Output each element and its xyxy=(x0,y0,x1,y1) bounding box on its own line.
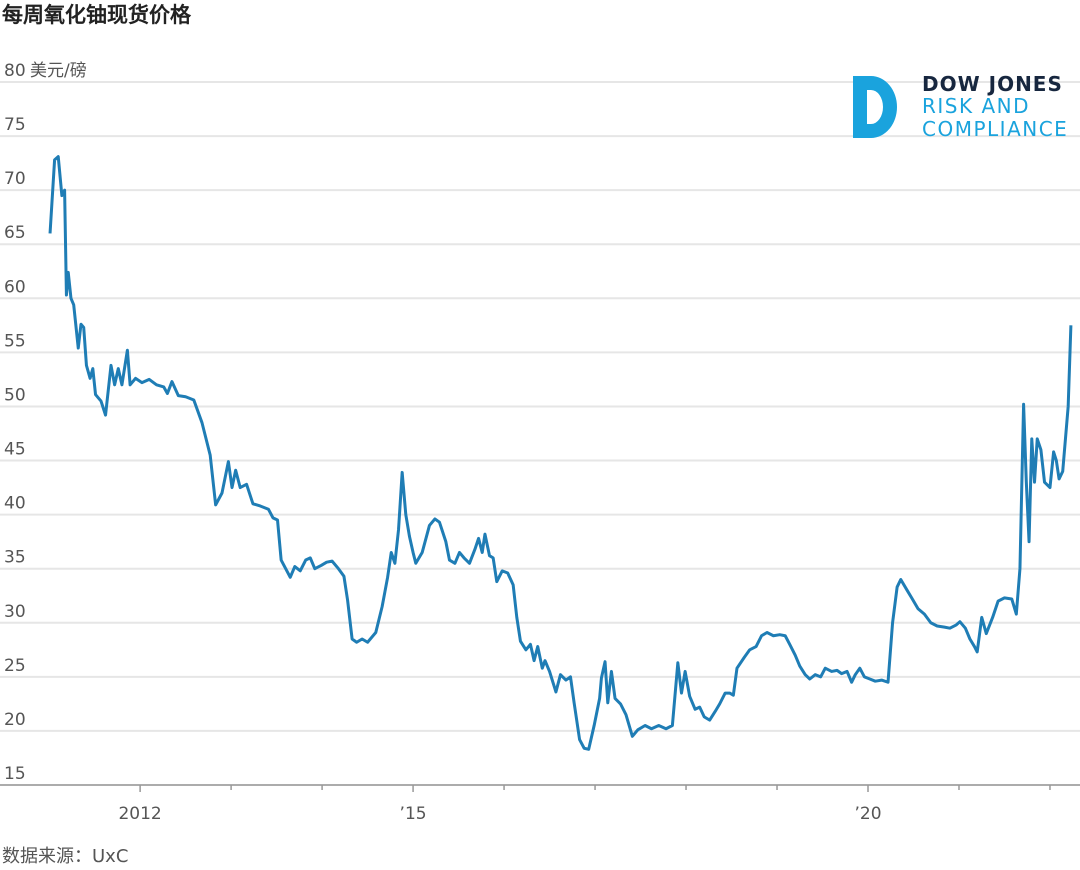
logo: DOW JONES RISK AND COMPLIANCE xyxy=(853,72,1068,141)
y-tick-label: 60 xyxy=(4,277,26,297)
y-tick-label: 25 xyxy=(4,656,26,676)
plot-area: 15 20 25 30 35 40 45 50 55 60 65 70 75 80 美元/磅 2012 ’15 ’… xyxy=(0,61,1080,824)
logo-text: RISK AND xyxy=(922,94,1030,118)
x-tick-label: 2012 xyxy=(118,804,161,824)
logo-icon xyxy=(853,76,897,138)
y-tick-label: 40 xyxy=(4,494,26,514)
logo-text: COMPLIANCE xyxy=(922,117,1068,141)
y-tick-label: 15 xyxy=(4,764,26,784)
source-note: 数据来源：UxC xyxy=(2,846,128,867)
chart-title: 每周氧化铀现货价格 xyxy=(2,3,192,27)
y-tick-label: 20 xyxy=(4,710,26,730)
y-tick-label: 65 xyxy=(4,223,26,243)
logo-text: DOW JONES xyxy=(922,72,1063,96)
x-tick-label: ’15 xyxy=(400,804,427,824)
y-tick-label: 75 xyxy=(4,115,26,135)
y-tick-label: 50 xyxy=(4,385,26,405)
x-tick-label: ’20 xyxy=(854,804,881,824)
price-line xyxy=(48,155,1073,751)
y-tick-label: 80 xyxy=(4,61,26,81)
y-tick-label: 55 xyxy=(4,331,26,351)
y-axis-unit: 美元/磅 xyxy=(30,61,87,81)
y-tick-label: 45 xyxy=(4,440,26,460)
y-tick-label: 30 xyxy=(4,602,26,622)
y-tick-label: 70 xyxy=(4,169,26,189)
y-tick-label: 35 xyxy=(4,548,26,568)
